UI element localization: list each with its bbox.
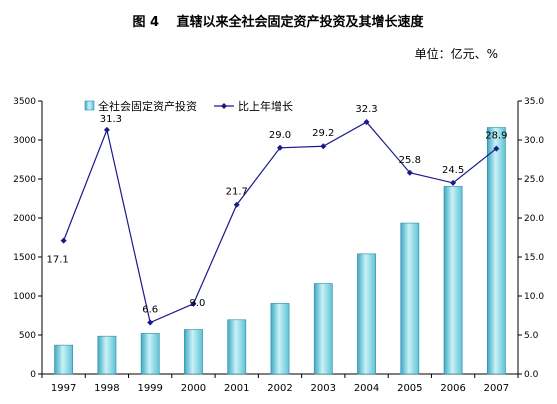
growth-point-2005 — [406, 169, 413, 176]
growth-data-label: 32.3 — [355, 104, 377, 115]
y-right-tick-label: 15.0 — [524, 253, 544, 263]
growth-data-label: 25.8 — [399, 155, 421, 166]
growth-data-label: 29.0 — [269, 130, 291, 141]
x-tick-label: 1998 — [94, 383, 119, 394]
growth-point-2007 — [493, 145, 500, 152]
growth-data-label: 28.9 — [485, 131, 507, 142]
bar-1997 — [54, 344, 74, 375]
bar-1999 — [140, 333, 160, 375]
bar-1998 — [97, 335, 117, 375]
bar-2002 — [270, 303, 290, 375]
growth-data-label: 17.1 — [47, 255, 69, 266]
x-tick-label: 2000 — [181, 383, 206, 394]
y-left-tick-label: 2500 — [13, 175, 36, 185]
x-tick-label: 2001 — [224, 383, 249, 394]
y-left-tick-label: 1000 — [13, 292, 36, 302]
legend-label-investment: 全社会固定资产投资 — [98, 99, 197, 113]
y-left-tick-label: 0 — [30, 370, 36, 380]
y-right-tick-label: 20.0 — [524, 214, 544, 224]
growth-line — [63, 121, 497, 324]
legend-label-growth: 比上年增长 — [238, 99, 293, 113]
growth-data-label: 9.0 — [190, 298, 206, 309]
growth-point-2004 — [363, 119, 370, 126]
growth-point-1997 — [60, 237, 67, 244]
growth-point-2002 — [277, 144, 283, 151]
growth-data-label: 24.5 — [442, 165, 464, 176]
y-right-tick-label: 5.0 — [524, 331, 539, 341]
x-tick-label: 1999 — [137, 383, 162, 394]
x-tick-label: 2003 — [311, 383, 336, 394]
x-tick-label: 2006 — [440, 383, 465, 394]
bar-2004 — [357, 253, 376, 375]
x-tick-label: 2004 — [354, 383, 379, 394]
x-tick-label: 2002 — [267, 383, 292, 394]
y-left-tick-label: 3000 — [13, 136, 36, 146]
bar-2001 — [227, 319, 247, 375]
growth-point-2000 — [190, 300, 197, 307]
growth-data-label: 21.7 — [226, 187, 248, 198]
growth-data-label: 31.3 — [100, 114, 122, 125]
unit-label: 单位：亿元、% — [415, 46, 498, 61]
growth-point-1999 — [147, 319, 154, 326]
chart-title: 图 4 直辖以来全社会固定资产投资及其增长速度 — [132, 14, 424, 30]
y-right-tick-label: 10.0 — [524, 292, 544, 302]
growth-point-2003 — [320, 143, 327, 150]
y-left-tick-label: 2000 — [13, 214, 36, 224]
x-tick-label: 2005 — [397, 383, 422, 394]
x-tick-label: 2007 — [484, 383, 509, 394]
x-tick-label: 1997 — [51, 383, 76, 394]
growth-data-label: 6.6 — [142, 305, 158, 316]
bar-2006 — [443, 186, 463, 375]
legend-swatch-growth-marker — [221, 103, 227, 109]
legend: 全社会固定资产投资 比上年增长 — [84, 99, 293, 113]
bar-2003 — [313, 283, 333, 375]
bar-2005 — [400, 222, 420, 375]
y-right-tick-label: 0.0 — [524, 370, 539, 380]
growth-point-2006 — [450, 179, 457, 186]
y-left-tick-label: 500 — [19, 331, 36, 341]
y-left-tick-label: 3500 — [13, 97, 36, 107]
y-left-tick-label: 1500 — [13, 253, 36, 263]
y-right-tick-label: 25.0 — [524, 175, 544, 185]
plot-area: 0 500 1000 1500 2000 2500 3000 3500 0.0 5.0 10.0 15… — [13, 97, 544, 394]
bar-2000 — [184, 329, 203, 375]
growth-data-label: 29.2 — [312, 128, 334, 139]
y-right-tick-label: 30.0 — [524, 136, 544, 146]
growth-point-1998 — [103, 126, 110, 133]
y-right-tick-label: 35.0 — [524, 97, 544, 107]
bar-2007 — [486, 127, 506, 375]
growth-point-2001 — [233, 201, 240, 208]
legend-swatch-investment — [84, 100, 95, 111]
